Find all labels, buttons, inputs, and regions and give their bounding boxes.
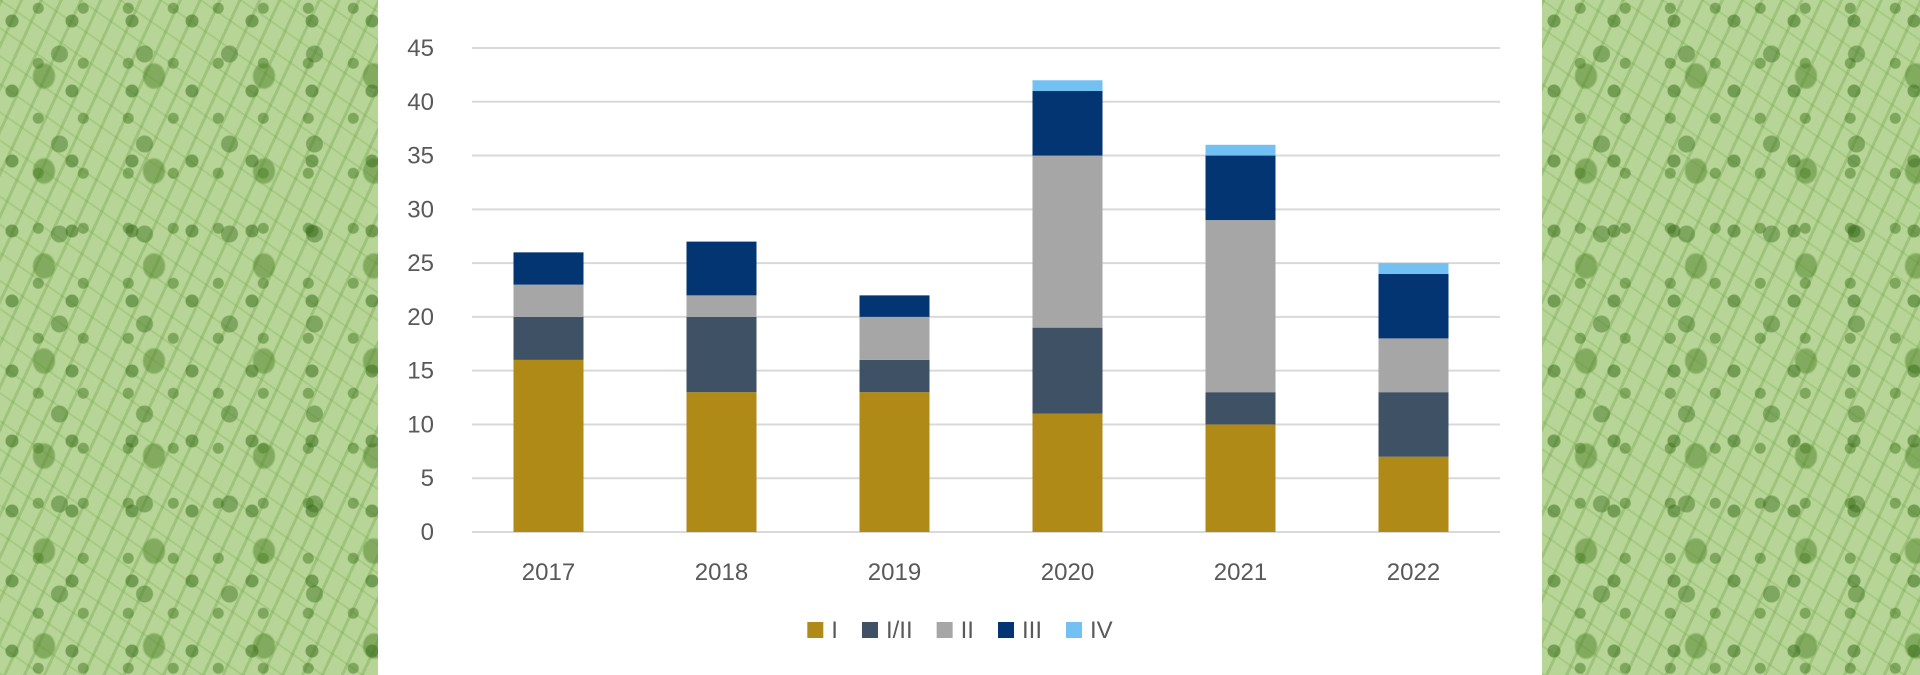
legend-label: III [1022, 617, 1042, 644]
legend-label: II [961, 617, 974, 644]
bar-segment [513, 316, 584, 360]
bar-segment [1378, 273, 1449, 339]
legend-swatch [861, 622, 878, 638]
bars [513, 80, 1449, 532]
legend-swatch [1066, 622, 1083, 638]
gridlines [472, 47, 1500, 533]
bar-segment [1205, 392, 1276, 425]
x-tick-label: 2021 [1214, 559, 1267, 586]
legend-label: I [831, 617, 838, 644]
x-tick-label: 2020 [1041, 559, 1094, 586]
bar-segment [1205, 220, 1276, 393]
bar-segment [1032, 155, 1103, 328]
bar-segment [1378, 263, 1449, 274]
legend-label: IV [1090, 617, 1113, 644]
bar-segment [686, 316, 757, 393]
y-tick-label: 30 [407, 196, 434, 223]
bar-segment [859, 392, 930, 532]
y-tick-label: 5 [421, 465, 434, 492]
bar-segment [513, 252, 584, 285]
bar-segment [686, 392, 757, 532]
y-tick-label: 40 [407, 89, 434, 116]
bar-segment [1378, 338, 1449, 393]
bar-segment [1032, 413, 1103, 532]
y-tick-label: 25 [407, 250, 434, 277]
bar-segment [1032, 80, 1103, 92]
y-tick-label: 45 [407, 35, 434, 62]
legend-swatch [807, 622, 824, 638]
y-tick-label: 35 [407, 143, 434, 170]
background-histology-right [1542, 0, 1920, 675]
bar-segment [859, 316, 930, 360]
bar-segment [686, 241, 757, 296]
bar-segment [859, 295, 930, 317]
bar-segment [1378, 456, 1449, 532]
y-tick-label: 15 [407, 358, 434, 385]
bar-segment [1205, 155, 1276, 221]
y-tick-label: 20 [407, 304, 434, 331]
y-tick-label: 10 [407, 411, 434, 438]
bar-segment [1032, 327, 1103, 414]
legend-swatch [936, 622, 953, 638]
bar-segment [513, 359, 584, 532]
legend-label: I/II [886, 617, 913, 644]
chart-panel: 0 5 10 15 20 25 30 35 40 45 2017 2018 2019 2020 2021 2… [378, 0, 1542, 675]
x-tick-label: 2018 [695, 559, 748, 586]
bar-segment [513, 284, 584, 317]
bar-segment [859, 359, 930, 393]
background-histology-left [0, 0, 378, 675]
bar-segment [1378, 392, 1449, 457]
bar-segment [1032, 91, 1103, 156]
x-tick-label: 2019 [868, 559, 921, 586]
bar-segment [1205, 144, 1276, 156]
bar-segment [686, 295, 757, 317]
y-axis-ticks: 0 5 10 15 20 25 30 35 40 45 [407, 35, 434, 546]
legend-swatch [997, 622, 1014, 638]
x-tick-label: 2017 [522, 559, 575, 586]
x-tick-label: 2022 [1387, 559, 1440, 586]
legend: I I/II II III IV [807, 617, 1113, 644]
bar-segment [1205, 424, 1276, 532]
x-axis-ticks: 2017 2018 2019 2020 2021 2022 [522, 559, 1440, 586]
y-tick-label: 0 [421, 519, 434, 546]
